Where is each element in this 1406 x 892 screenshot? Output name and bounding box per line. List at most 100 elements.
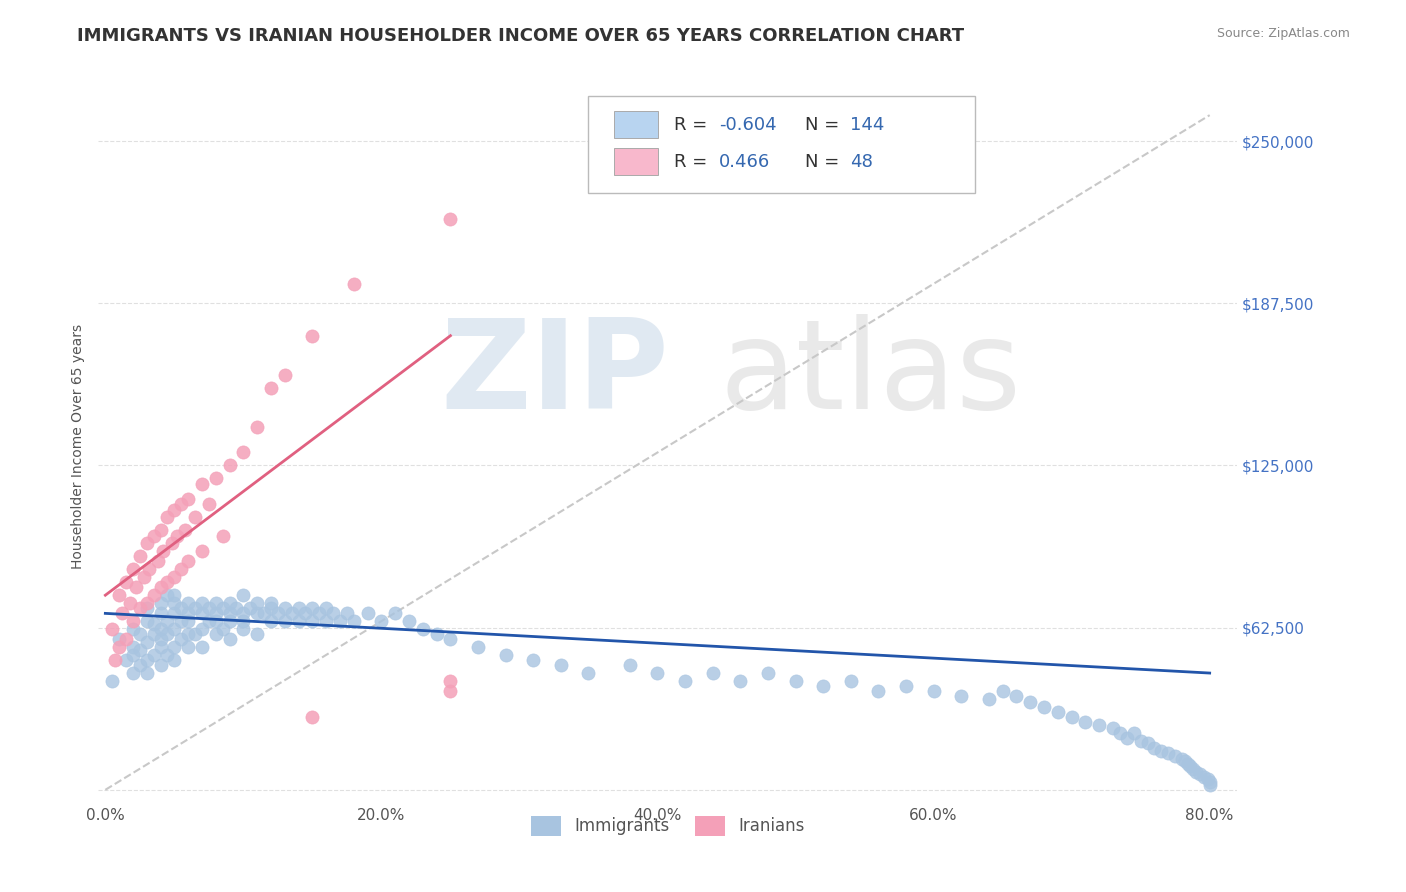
Point	[426, 627, 449, 641]
Point	[156, 648, 179, 662]
FancyBboxPatch shape	[614, 148, 658, 175]
Point	[198, 614, 221, 628]
Point	[246, 627, 269, 641]
Point	[260, 601, 283, 615]
Point	[322, 607, 344, 621]
Point	[191, 622, 214, 636]
Point	[287, 601, 309, 615]
Point	[977, 692, 1000, 706]
Point	[108, 640, 131, 654]
Point	[287, 614, 309, 628]
Point	[120, 596, 142, 610]
Point	[115, 575, 138, 590]
Point	[232, 622, 254, 636]
Point	[204, 607, 226, 621]
Point	[138, 562, 160, 576]
Point	[218, 632, 240, 647]
Point	[1109, 725, 1132, 739]
Point	[177, 607, 200, 621]
Point	[149, 596, 172, 610]
Point	[1197, 772, 1219, 787]
Point	[149, 622, 172, 636]
Point	[1005, 690, 1028, 704]
Point	[163, 588, 186, 602]
Point	[170, 614, 193, 628]
Point	[163, 607, 186, 621]
Point	[163, 570, 186, 584]
Point	[246, 596, 269, 610]
Point	[1143, 741, 1166, 756]
Point	[191, 607, 214, 621]
Point	[163, 596, 186, 610]
Point	[1177, 756, 1199, 771]
Point	[274, 601, 297, 615]
Point	[301, 614, 323, 628]
Point	[301, 710, 323, 724]
Point	[111, 607, 134, 621]
Point	[177, 640, 200, 654]
Point	[146, 554, 169, 568]
Point	[115, 653, 138, 667]
Point	[142, 648, 165, 662]
Point	[730, 673, 752, 688]
Point	[1129, 733, 1152, 747]
Point	[156, 588, 179, 602]
Point	[991, 684, 1014, 698]
Point	[260, 381, 283, 395]
Point	[149, 607, 172, 621]
Text: 0.466: 0.466	[718, 153, 770, 171]
Point	[204, 596, 226, 610]
Text: R =: R =	[673, 116, 713, 134]
Point	[1122, 725, 1144, 739]
Point	[267, 607, 290, 621]
Point	[1060, 710, 1083, 724]
Point	[647, 666, 669, 681]
FancyBboxPatch shape	[588, 96, 976, 193]
Point	[163, 502, 186, 516]
Point	[439, 684, 461, 698]
Point	[160, 536, 183, 550]
Point	[294, 607, 316, 621]
Point	[370, 614, 392, 628]
Point	[1115, 731, 1137, 745]
Point	[204, 614, 226, 628]
Point	[211, 528, 233, 542]
Point	[218, 596, 240, 610]
Point	[104, 653, 127, 667]
Legend: Immigrants, Iranians: Immigrants, Iranians	[523, 807, 813, 845]
Point	[246, 607, 269, 621]
Point	[122, 614, 145, 628]
Point	[839, 673, 862, 688]
Point	[142, 588, 165, 602]
Point	[950, 690, 973, 704]
Point	[152, 544, 174, 558]
Point	[1182, 762, 1205, 776]
Point	[101, 622, 124, 636]
Point	[211, 601, 233, 615]
Point	[1174, 754, 1197, 768]
Point	[135, 666, 157, 681]
Point	[218, 458, 240, 473]
Point	[170, 497, 193, 511]
Point	[122, 562, 145, 576]
Point	[184, 627, 207, 641]
Point	[170, 562, 193, 576]
Point	[495, 648, 517, 662]
Point	[1188, 767, 1211, 781]
Point	[522, 653, 544, 667]
Point	[1164, 749, 1187, 764]
Point	[246, 419, 269, 434]
Point	[108, 588, 131, 602]
Point	[135, 596, 157, 610]
Point	[356, 607, 378, 621]
Point	[191, 544, 214, 558]
Point	[274, 368, 297, 382]
Point	[274, 614, 297, 628]
Point	[156, 510, 179, 524]
Point	[149, 524, 172, 538]
Point	[142, 528, 165, 542]
Point	[1180, 759, 1202, 773]
Point	[343, 614, 366, 628]
Point	[177, 554, 200, 568]
Point	[1102, 721, 1125, 735]
